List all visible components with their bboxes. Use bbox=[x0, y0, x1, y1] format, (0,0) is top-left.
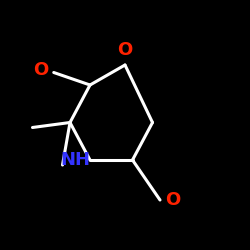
Text: O: O bbox=[34, 61, 49, 79]
Text: NH: NH bbox=[60, 151, 90, 169]
Text: O: O bbox=[118, 41, 132, 59]
Text: O: O bbox=[165, 191, 180, 209]
